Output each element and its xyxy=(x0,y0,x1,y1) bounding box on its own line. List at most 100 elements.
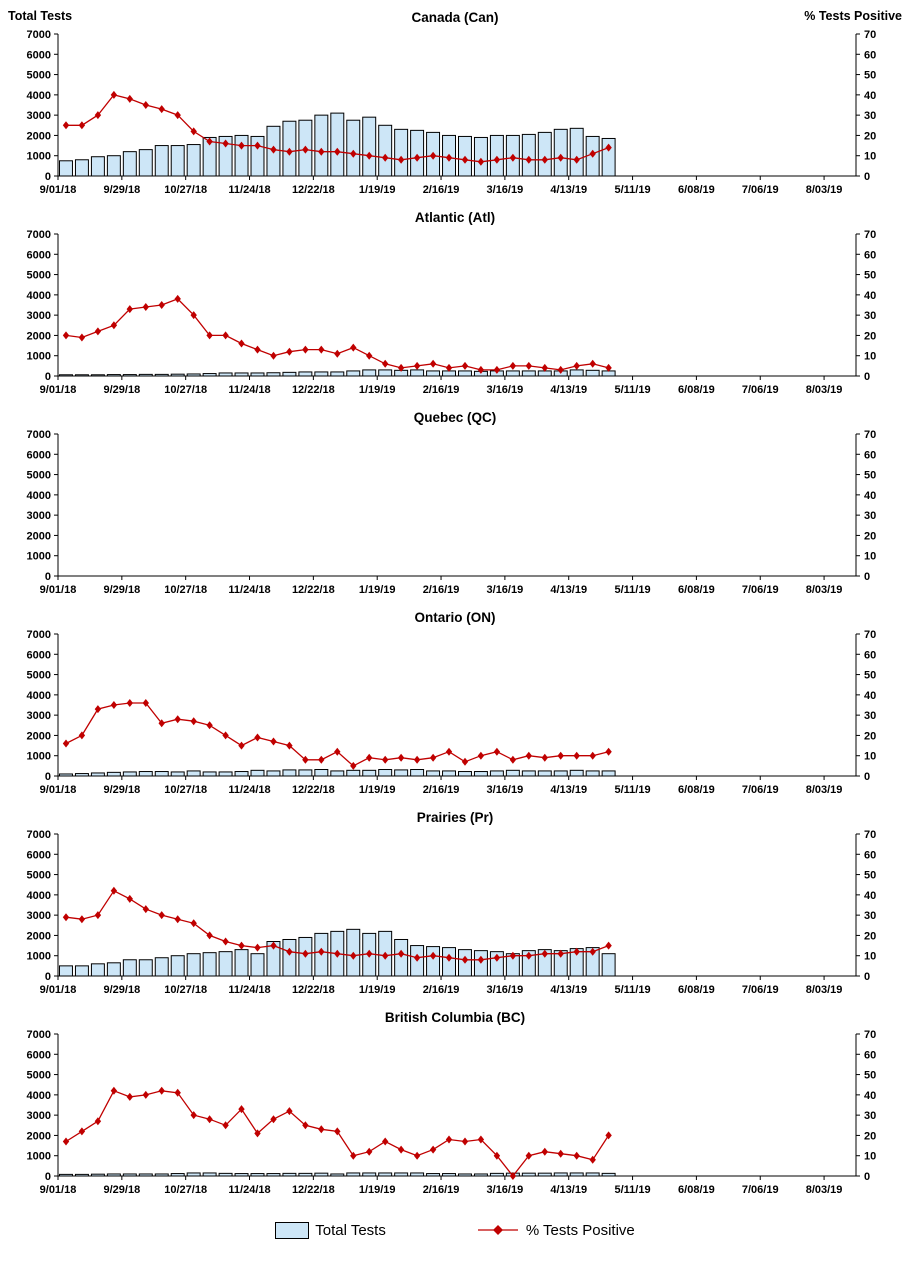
diamond-marker xyxy=(62,331,70,340)
diamond-marker xyxy=(605,747,612,756)
diamond-marker xyxy=(605,941,612,950)
diamond-marker xyxy=(302,755,309,764)
y-tick-label-left: 6000 xyxy=(27,49,51,61)
y-tick-label-left: 7000 xyxy=(27,1029,51,1041)
y-axis-left: 0 1000 2000 3000 4000 5000 6000 7000 xyxy=(27,829,58,983)
x-tick-label: 9/01/18 xyxy=(40,784,77,796)
y-tick-label-right: 30 xyxy=(864,310,876,322)
y-tick-label-left: 6000 xyxy=(27,849,51,861)
x-tick-label: 10/27/18 xyxy=(164,584,207,596)
diamond-marker xyxy=(158,105,165,114)
diamond-marker xyxy=(509,1172,517,1180)
x-tick-label: 9/01/18 xyxy=(40,184,77,196)
right-axis-title: % Tests Positive xyxy=(804,9,902,23)
x-tick-label: 7/06/19 xyxy=(742,984,779,996)
x-tick-label: 2/16/19 xyxy=(423,184,460,196)
chart-title: Quebec (QC) xyxy=(414,410,497,425)
y-tick-label-right: 20 xyxy=(864,730,876,742)
y-tick-label-left: 5000 xyxy=(27,70,51,82)
y-tick-label-left: 3000 xyxy=(27,510,51,522)
bar xyxy=(90,963,105,977)
diamond-marker xyxy=(126,305,133,314)
y-tick-label-left: 3000 xyxy=(27,710,51,722)
diamond-marker xyxy=(525,951,532,960)
x-tick-label: 5/11/19 xyxy=(615,384,651,396)
x-tick-label: 6/08/19 xyxy=(678,984,715,996)
diamond-marker xyxy=(397,1145,405,1154)
diamond-marker xyxy=(158,911,165,920)
diamond-marker xyxy=(382,1137,389,1146)
bar xyxy=(458,771,472,777)
y-tick-label-left: 2000 xyxy=(27,930,51,942)
bar xyxy=(394,938,409,977)
x-axis: 9/01/18 9/29/18 10/27/18 11/24/18 12/22/18 1/… xyxy=(40,1176,842,1196)
x-tick-label: 8/03/19 xyxy=(806,784,843,796)
diamond-marker xyxy=(110,1086,118,1095)
y-tick-label-right: 60 xyxy=(864,449,876,461)
x-tick-label: 9/29/18 xyxy=(103,1184,140,1196)
diamond-marker xyxy=(174,715,181,724)
axes xyxy=(57,434,857,577)
diamond-marker xyxy=(350,149,357,158)
bar xyxy=(154,771,169,777)
y-axis-left: 0 1000 2000 3000 4000 5000 6000 7000 xyxy=(27,1029,58,1183)
y-tick-label-right: 20 xyxy=(864,130,876,142)
diamond-marker xyxy=(334,747,341,756)
y-tick-label-left: 7000 xyxy=(27,29,51,41)
diamond-marker xyxy=(541,753,548,762)
diamond-marker xyxy=(110,321,118,330)
diamond-marker xyxy=(142,1090,149,1099)
y-tick-label-left: 0 xyxy=(45,971,51,983)
bar xyxy=(106,962,121,977)
x-tick-label: 9/01/18 xyxy=(40,984,77,996)
y-axis-right: 0 10 20 30 40 50 60 70 xyxy=(856,429,876,583)
bar xyxy=(298,371,313,377)
x-tick-label: 6/08/19 xyxy=(678,584,715,596)
diamond-marker xyxy=(413,1151,421,1160)
bar xyxy=(378,769,393,777)
x-tick-label: 1/19/19 xyxy=(359,984,396,996)
y-tick-label-right: 50 xyxy=(864,870,876,882)
x-tick-label: 8/03/19 xyxy=(806,984,843,996)
diamond-marker xyxy=(382,755,389,764)
x-tick-label: 12/22/18 xyxy=(292,184,335,196)
y-tick-label-left: 2000 xyxy=(27,1130,51,1142)
diamond-marker xyxy=(318,755,325,764)
x-tick-label: 5/11/19 xyxy=(615,984,651,996)
y-tick-label-left: 1000 xyxy=(27,351,51,363)
diamond-marker xyxy=(429,753,437,762)
bars-total-tests xyxy=(59,112,616,177)
diamond-marker xyxy=(493,1151,501,1160)
diamond-marker xyxy=(477,157,485,166)
diamond-marker xyxy=(509,153,517,162)
diamond-marker xyxy=(62,913,70,922)
x-tick-label: 5/11/19 xyxy=(615,784,651,796)
bar xyxy=(601,770,616,777)
x-tick-label: 4/13/19 xyxy=(550,1184,587,1196)
bar xyxy=(314,769,329,777)
x-tick-label: 11/24/18 xyxy=(228,784,270,796)
x-tick-label: 6/08/19 xyxy=(678,384,715,396)
bar xyxy=(585,369,600,377)
bar xyxy=(218,771,233,777)
diamond-marker xyxy=(238,339,245,348)
diamond-marker xyxy=(238,941,245,950)
diamond-marker xyxy=(206,331,213,340)
y-tick-label-left: 2000 xyxy=(27,130,51,142)
x-tick-label: 3/16/19 xyxy=(487,584,524,596)
diamond-marker xyxy=(557,949,564,958)
bars-total-tests xyxy=(59,1172,616,1177)
y-axis-left: 0 1000 2000 3000 4000 5000 6000 7000 xyxy=(27,229,58,383)
y-tick-label-right: 40 xyxy=(864,1090,876,1102)
x-tick-label: 4/13/19 xyxy=(550,384,587,396)
diamond-marker xyxy=(334,147,341,156)
bar xyxy=(601,953,616,977)
diamond-marker xyxy=(142,303,149,311)
bar xyxy=(426,370,441,377)
y-tick-label-right: 70 xyxy=(864,29,876,41)
axes xyxy=(57,1034,857,1177)
bar xyxy=(505,370,520,377)
diamond-marker xyxy=(318,147,325,156)
diamond-marker xyxy=(126,699,133,707)
x-tick-label: 9/29/18 xyxy=(103,384,140,396)
